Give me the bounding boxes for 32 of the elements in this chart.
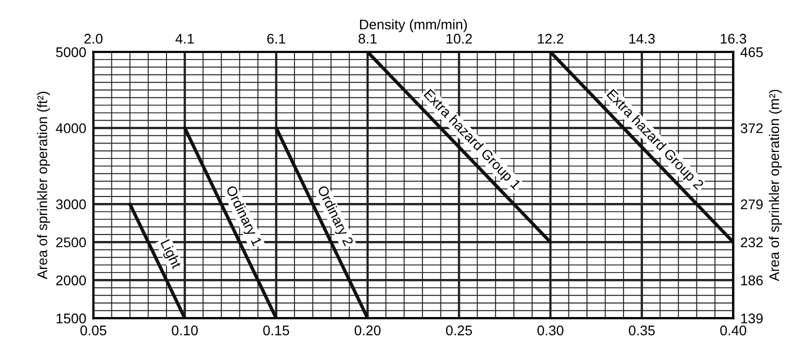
y-tick-label: 4000 xyxy=(56,123,86,134)
x-tick-label: 0.20 xyxy=(354,326,381,336)
y2-axis-title: Area of sprinkler operation (m²) xyxy=(768,90,782,282)
x2-tick-label: 6.1 xyxy=(267,34,286,44)
y2-tick-label: 465 xyxy=(740,47,763,58)
y2-tick-label: 279 xyxy=(740,199,763,210)
x2-tick-label: 8.1 xyxy=(358,34,377,44)
x-tick-label: 0.10 xyxy=(172,326,198,336)
y2-tick-label: 372 xyxy=(740,123,763,134)
x2-tick-label: 2.0 xyxy=(84,34,102,44)
x-tick-label: 0.30 xyxy=(537,326,564,336)
x-tick-label: 0.15 xyxy=(263,326,290,336)
y2-tick-label: 232 xyxy=(740,237,763,248)
y-tick-label: 3000 xyxy=(56,199,86,210)
x-tick-label: 0.40 xyxy=(720,326,746,336)
y2-tick-label: 186 xyxy=(741,275,763,286)
y-tick-label: 1500 xyxy=(56,314,86,324)
x2-tick-label: 16.3 xyxy=(720,34,746,44)
x-tick-label: 0.05 xyxy=(80,326,106,336)
x-tick-label: 0.35 xyxy=(628,326,655,336)
y-tick-label: 5000 xyxy=(56,47,86,58)
x-tick-label: 0.25 xyxy=(446,326,472,336)
x2-axis-title: Density (mm/min) xyxy=(360,19,467,32)
x2-tick-label: 10.2 xyxy=(446,34,472,44)
y-tick-label: 2500 xyxy=(56,237,86,248)
x2-tick-label: 4.1 xyxy=(175,34,194,44)
y-tick-label: 2000 xyxy=(56,276,86,286)
text: Light xyxy=(158,238,182,270)
y-axis-title: Area of sprinkler operation (ft²) xyxy=(37,92,50,280)
y2-tick-label: 139 xyxy=(741,314,763,324)
x2-tick-label: 12.2 xyxy=(538,34,564,44)
x2-tick-label: 14.3 xyxy=(629,34,655,44)
